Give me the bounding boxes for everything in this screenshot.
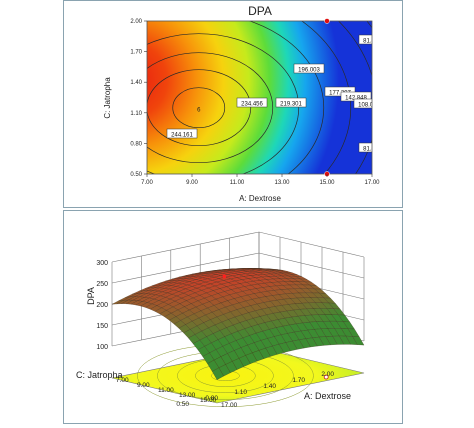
surface-z-axis-label: DPA bbox=[86, 287, 96, 305]
y-tick-label: 1.70 bbox=[130, 50, 142, 56]
contour-label: 81.4991 bbox=[359, 143, 389, 153]
y-tick-label: 1.10 bbox=[234, 389, 247, 396]
contour-y-axis-label: C: Jatropha bbox=[103, 77, 112, 119]
x-tick-label: 15.00 bbox=[319, 180, 335, 186]
x-tick-label: 9.00 bbox=[137, 382, 150, 389]
design-point-marker bbox=[223, 275, 227, 279]
contour-label-text: 81.4991 bbox=[363, 39, 385, 45]
z-tick-label: 100 bbox=[96, 344, 108, 351]
x-tick-label: 13.00 bbox=[274, 180, 290, 186]
y-tick-label: 2.00 bbox=[130, 19, 142, 25]
x-tick-label: 11.00 bbox=[158, 387, 174, 394]
contour-label: 234.456 bbox=[237, 98, 267, 108]
x-tick-label: 17.00 bbox=[221, 402, 238, 409]
surface-x-axis-label: A: Dextrose bbox=[304, 391, 351, 401]
y-tick-label: 0.80 bbox=[130, 141, 142, 147]
x-tick-label: 17.00 bbox=[364, 180, 380, 186]
x-tick-label: 7.00 bbox=[141, 180, 153, 186]
y-tick-label: 0.50 bbox=[176, 401, 189, 408]
y-tick-label: 1.40 bbox=[263, 383, 276, 390]
z-tick-label: 150 bbox=[96, 323, 108, 330]
z-tick-label: 300 bbox=[96, 260, 108, 267]
x-tick-label: 11.00 bbox=[230, 180, 245, 186]
contour-label-text: 108.033 bbox=[358, 103, 380, 109]
heatmap-fill bbox=[147, 21, 372, 174]
contour-label-text: 196.003 bbox=[298, 68, 320, 74]
x-tick-label: 13.00 bbox=[179, 392, 196, 399]
contour-label-text: 219.301 bbox=[280, 102, 302, 108]
z-tick-label: 250 bbox=[96, 281, 108, 288]
x-tick-label: 9.00 bbox=[186, 180, 198, 186]
design-point-marker bbox=[325, 19, 330, 24]
contour-label: 219.301 bbox=[276, 98, 306, 108]
contour-label: 244.161 bbox=[167, 129, 197, 139]
response-surface bbox=[112, 268, 364, 379]
contour-label-text: 81.4991 bbox=[363, 147, 385, 153]
contour-label: 108.033 bbox=[354, 99, 384, 109]
surface-chart: 1001502002503007.009.0011.0013.0015.0017… bbox=[64, 211, 402, 423]
y-tick-label: 0.80 bbox=[205, 395, 218, 402]
y-tick-label: 2.00 bbox=[321, 371, 334, 378]
y-tick-label: 0.50 bbox=[130, 172, 142, 178]
contour-x-axis-label: A: Dextrose bbox=[239, 194, 281, 203]
y-tick-label: 1.70 bbox=[292, 377, 305, 384]
y-tick-label: 1.40 bbox=[130, 80, 142, 86]
contour-label-text: 244.161 bbox=[171, 133, 193, 139]
contour-label-text: 234.456 bbox=[241, 102, 263, 108]
surface-y-axis-label: C: Jatropha bbox=[76, 370, 123, 380]
contour-label: 81.4991 bbox=[359, 35, 389, 45]
z-tick-label: 200 bbox=[96, 302, 108, 309]
contour-label: 196.003 bbox=[294, 64, 324, 74]
y-tick-label: 1.10 bbox=[130, 111, 142, 117]
contour-title: DPA bbox=[248, 4, 272, 18]
